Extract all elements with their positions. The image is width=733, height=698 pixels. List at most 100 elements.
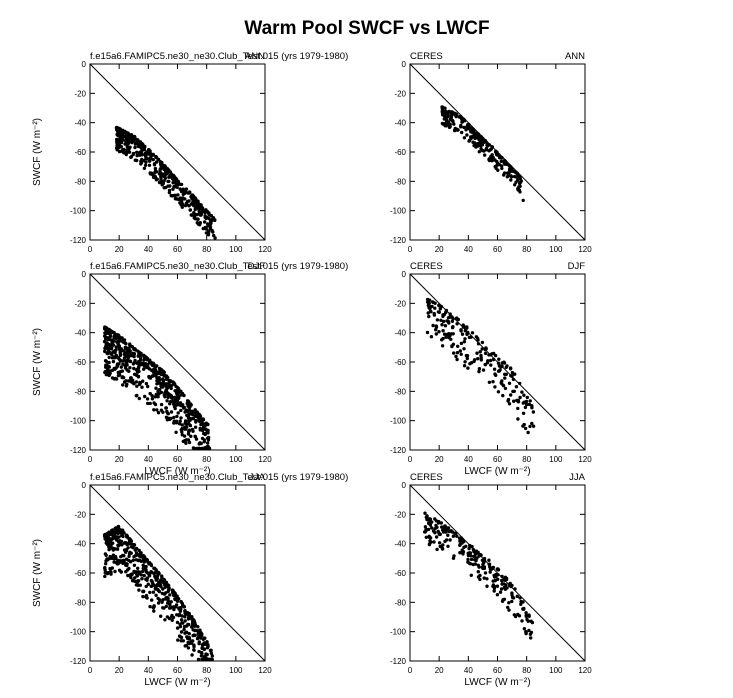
panel-season-label: JJA: [569, 472, 586, 483]
data-point: [103, 326, 108, 330]
data-point: [437, 541, 442, 545]
data-point: [159, 408, 164, 412]
data-point: [144, 157, 148, 161]
data-point: [530, 620, 535, 625]
data-point: [111, 541, 115, 545]
data-point: [448, 538, 452, 542]
data-point: [144, 365, 149, 370]
data-point: [161, 598, 165, 602]
data-point: [170, 618, 174, 622]
data-point: [188, 208, 192, 212]
data-point: [153, 395, 157, 399]
data-point: [491, 357, 496, 362]
data-point: [151, 590, 156, 594]
data-point: [447, 332, 451, 336]
data-point: [131, 135, 135, 139]
data-point: [141, 589, 146, 594]
data-point: [451, 325, 455, 329]
data-point: [440, 547, 445, 551]
data-point: [152, 609, 156, 613]
data-point: [174, 384, 178, 389]
data-point: [166, 167, 170, 171]
data-point: [469, 335, 473, 339]
data-point: [446, 316, 451, 320]
data-point: [524, 611, 528, 615]
data-point: [203, 225, 207, 230]
data-point: [138, 583, 142, 587]
data-point: [509, 393, 513, 397]
y-tick-label: -40: [74, 119, 86, 128]
y-tick-label: -100: [70, 207, 87, 216]
data-point: [175, 599, 180, 603]
data-point: [145, 576, 150, 580]
data-point: [478, 553, 482, 557]
data-point: [440, 107, 444, 111]
data-point: [153, 587, 158, 591]
data-point: [180, 392, 185, 396]
data-point: [157, 589, 162, 594]
data-point: [159, 579, 163, 584]
panel-source-label: CERES: [410, 472, 443, 483]
data-point: [198, 416, 202, 421]
data-point: [141, 158, 146, 163]
data-point: [185, 425, 189, 429]
data-point: [113, 376, 118, 381]
data-point: [426, 518, 430, 522]
data-point: [166, 179, 170, 184]
data-point: [448, 117, 453, 121]
data-point: [516, 400, 521, 404]
data-point: [500, 361, 504, 365]
panel-source-label: CERES: [410, 261, 443, 272]
data-point: [459, 123, 463, 128]
data-point: [443, 524, 447, 528]
data-point: [130, 572, 134, 577]
x-axis-label: LWCF (W m⁻²): [144, 677, 210, 688]
data-point: [518, 181, 522, 186]
data-point: [182, 406, 186, 410]
data-point: [127, 135, 132, 139]
data-point: [123, 346, 128, 350]
data-point: [152, 583, 156, 587]
data-point: [163, 175, 167, 179]
data-point: [146, 401, 150, 406]
data-point: [441, 530, 446, 534]
data-point: [492, 589, 496, 593]
data-point: [438, 304, 442, 308]
data-point: [125, 138, 129, 143]
data-point: [200, 446, 204, 451]
y-tick-label: -120: [390, 236, 407, 245]
data-point: [197, 419, 202, 424]
data-point: [484, 347, 488, 351]
data-point: [133, 145, 137, 150]
data-point: [120, 369, 125, 373]
data-point: [504, 576, 509, 581]
data-point: [115, 535, 119, 539]
data-point: [430, 526, 434, 530]
data-point: [169, 394, 174, 398]
data-point: [164, 604, 168, 609]
data-point: [513, 614, 518, 619]
data-point: [493, 353, 498, 358]
data-point: [184, 612, 188, 616]
data-point: [202, 210, 207, 214]
data-point: [482, 149, 486, 153]
data-point: [180, 430, 184, 434]
data-point: [144, 570, 148, 574]
data-point: [154, 170, 159, 174]
data-point: [495, 584, 500, 588]
data-point: [122, 151, 126, 155]
data-point: [435, 525, 439, 529]
x-axis-label: LWCF (W m⁻²): [464, 466, 530, 477]
data-point: [162, 370, 166, 375]
data-point: [109, 570, 113, 574]
data-point: [441, 329, 445, 333]
data-point: [440, 344, 445, 348]
data-point: [117, 143, 122, 147]
data-point: [524, 614, 529, 619]
data-point: [470, 544, 474, 549]
y-tick-label: -120: [390, 657, 407, 666]
data-point: [485, 361, 490, 365]
data-point: [103, 535, 107, 539]
data-point: [510, 374, 514, 378]
data-point: [139, 145, 144, 149]
